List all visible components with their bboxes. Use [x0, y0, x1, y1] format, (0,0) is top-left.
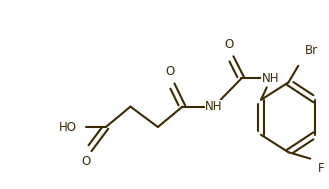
Text: NH: NH — [262, 72, 280, 85]
Text: O: O — [165, 65, 174, 78]
Text: HO: HO — [59, 121, 76, 133]
Text: O: O — [224, 38, 233, 51]
Text: Br: Br — [305, 44, 318, 57]
Text: O: O — [82, 155, 91, 168]
Text: NH: NH — [205, 100, 223, 113]
Text: F: F — [318, 162, 325, 175]
